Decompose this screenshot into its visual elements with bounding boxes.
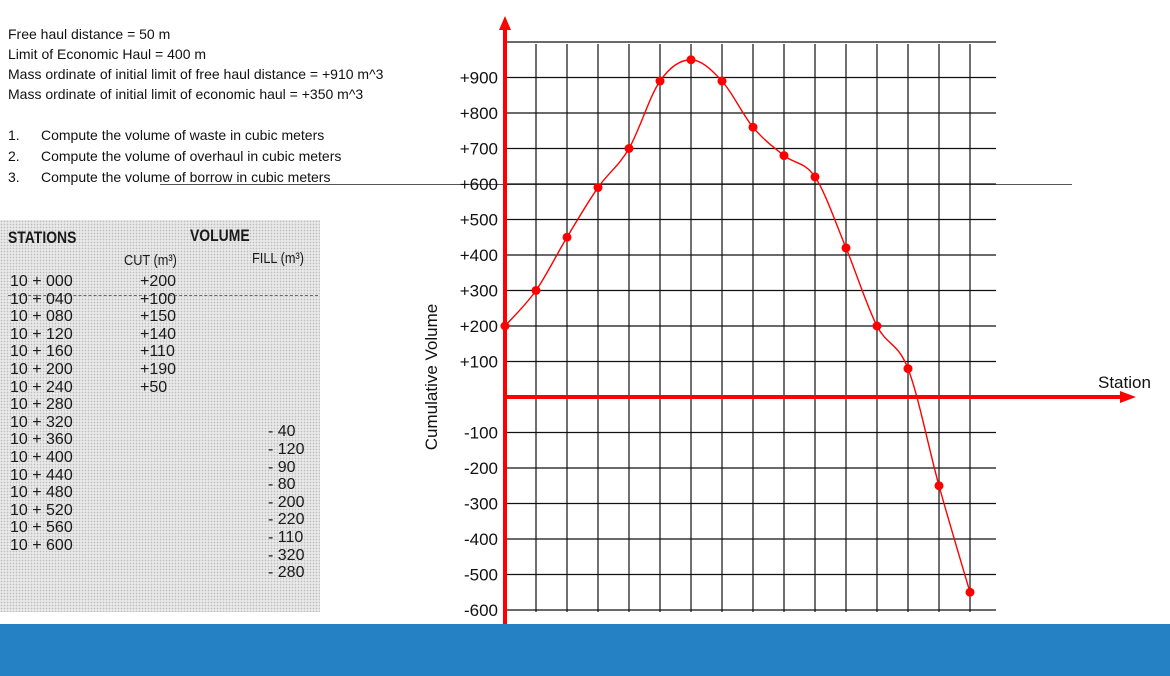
station-cell: 10 + 160 <box>10 343 73 361</box>
stations-header: STATIONS <box>8 228 77 247</box>
y-axis-arrow <box>499 16 511 30</box>
given-line: Mass ordinate of initial limit of econom… <box>8 86 364 102</box>
y-tick-label: +100 <box>460 353 498 372</box>
data-point <box>500 321 510 331</box>
given-line: Free haul distance = 50 m <box>8 26 171 42</box>
question-text: Compute the volume of waste in cubic met… <box>41 127 325 143</box>
station-cell: 10 + 480 <box>10 484 73 502</box>
x-axis-arrow <box>1120 391 1136 403</box>
volume-header: VOLUME <box>190 226 250 245</box>
station-cell: 10 + 600 <box>10 536 73 554</box>
y-tick-label: +900 <box>460 69 498 88</box>
data-point <box>748 122 758 132</box>
cut-column: +200 +100 +150 +140 +110 +190 +50 <box>140 273 176 396</box>
fill-cell: - 220 <box>268 511 305 529</box>
volume-table: STATIONS VOLUME CUT (m³) FILL (m³) 10 + … <box>0 220 320 612</box>
fill-cell: - 110 <box>268 528 304 546</box>
given-data: Free haul distance = 50 m Limit of Econo… <box>8 24 383 104</box>
y-tick-label: -300 <box>464 495 498 514</box>
given-line: Limit of Economic Haul = 400 m <box>8 46 207 62</box>
y-tick-label: -400 <box>464 530 498 549</box>
fill-cell: - 120 <box>268 440 305 458</box>
station-cell: 10 + 360 <box>10 431 73 449</box>
y-tick-label: -500 <box>464 566 498 585</box>
question-list: 1. Compute the volume of waste in cubic m… <box>8 125 341 188</box>
chart-axes <box>499 16 1136 628</box>
cut-cell: +140 <box>140 325 177 343</box>
fill-cell: - 280 <box>268 564 305 582</box>
data-point <box>810 172 820 182</box>
y-tick-label: -600 <box>464 601 498 620</box>
question-number: 2. <box>8 148 20 164</box>
station-cell: 10 + 120 <box>10 325 73 343</box>
station-cell: 10 + 040 <box>10 290 73 308</box>
y-tick-label: +600 <box>460 175 498 194</box>
question-item: 1. Compute the volume of waste in cubic m… <box>8 125 341 146</box>
data-point <box>624 144 634 153</box>
cut-cell: +50 <box>140 378 168 396</box>
footer-bar <box>0 624 1170 676</box>
fill-column: - 40- 120- 90- 80- 200- 220- 110- 320- 2… <box>268 423 304 581</box>
data-point <box>965 587 975 597</box>
cut-cell: +200 <box>140 273 177 290</box>
question-item: 3. Compute the volume of borrow in cubic … <box>8 167 341 188</box>
y-tick-labels: +900 +800 +700 +600 +500 +400 +300 +200 +100 -100… <box>460 69 498 621</box>
data-points <box>500 55 975 597</box>
station-cell: 10 + 400 <box>10 448 73 466</box>
y-tick-label: +700 <box>460 140 498 159</box>
station-cell: 10 + 560 <box>10 519 73 537</box>
y-tick-label: +800 <box>460 104 498 123</box>
fill-cell: - 200 <box>268 493 305 511</box>
cut-cell: +150 <box>140 308 177 326</box>
y-axis-label: Cumulative Volume <box>422 304 441 450</box>
station-cell: 10 + 280 <box>10 396 73 414</box>
cut-cell: +110 <box>140 343 175 361</box>
cut-header: CUT (m³) <box>124 252 177 269</box>
y-tick-label: +500 <box>460 211 498 230</box>
cut-cell: +190 <box>140 360 177 378</box>
station-cell: 10 + 240 <box>10 378 73 396</box>
fill-cell: - 80 <box>268 476 296 494</box>
question-number: 1. <box>8 127 20 143</box>
fill-cell: - 320 <box>268 546 305 564</box>
stations-column: 10 + 000 10 + 040 10 + 080 10 + 120 10 + 160… <box>10 273 73 555</box>
y-tick-label: +200 <box>460 317 498 336</box>
x-axis-label: Station <box>1098 373 1151 392</box>
station-cell: 10 + 320 <box>10 413 73 431</box>
data-point <box>903 364 913 374</box>
station-cell: 10 + 080 <box>10 308 73 326</box>
data-point <box>562 232 572 242</box>
station-cell: 10 + 440 <box>10 466 73 484</box>
question-number: 3. <box>8 169 20 185</box>
fill-cell: - 40 <box>268 423 296 441</box>
data-point <box>717 76 727 86</box>
table-header-rule <box>8 295 318 296</box>
data-point <box>686 55 696 65</box>
cut-cell: +100 <box>140 290 177 308</box>
y-tick-label: +300 <box>460 282 498 301</box>
data-point <box>841 243 851 253</box>
y-tick-label: -100 <box>464 424 498 443</box>
data-point <box>593 183 603 193</box>
station-cell: 10 + 000 <box>10 273 73 290</box>
fill-cell: - 90 <box>268 458 296 476</box>
data-point <box>779 151 789 161</box>
data-point <box>934 481 944 491</box>
given-line: Mass ordinate of initial limit of free h… <box>8 66 384 82</box>
question-text: Compute the volume of borrow in cubic me… <box>41 169 331 185</box>
data-point <box>872 321 882 331</box>
station-cell: 10 + 200 <box>10 360 73 378</box>
fill-header: FILL (m³) <box>252 250 304 267</box>
data-point <box>531 286 541 295</box>
y-tick-label: +400 <box>460 246 498 265</box>
data-point <box>655 76 665 86</box>
y-tick-label: -200 <box>464 459 498 478</box>
question-text: Compute the volume of overhaul in cubic … <box>41 148 342 164</box>
station-cell: 10 + 520 <box>10 501 73 519</box>
question-item: 2. Compute the volume of overhaul in cubi… <box>8 146 341 167</box>
